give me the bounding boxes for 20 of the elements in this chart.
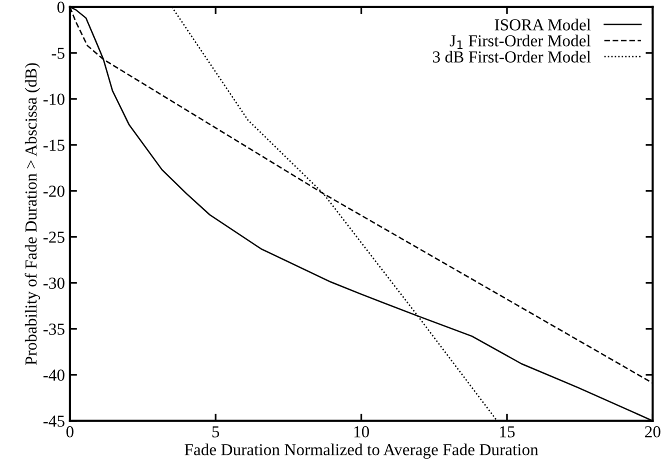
y-tick-label: -40 [43,370,64,381]
x-tick-label: 0 [66,426,74,438]
y-tick-label: -35 [43,324,64,335]
y-axis-title: Probability of Fade Duration > Abscissa (dB) [24,63,40,365]
x-tick-label: 5 [212,426,220,438]
y-tick-label: -10 [43,94,64,105]
y-tick-label: -45 [43,416,64,427]
x-tick-label: 15 [500,426,515,438]
x-tick-label: 10 [354,426,370,438]
legend-label: ISORA Model [494,18,591,30]
legend-label: J$_{1}$ First-Order Model [450,34,591,49]
x-axis-title: Fade Duration Normalized to Average Fade Duration [184,444,538,459]
x-tick-label: 20 [645,426,660,438]
y-tick-label: 0 [57,2,64,13]
legend-label: 3 dB First-Order Model [433,50,591,63]
y-tick-label: -20 [43,186,64,197]
y-tick-label: -15 [43,140,64,151]
y-tick-label: -30 [43,278,64,289]
y-tick-label: -25 [43,232,64,243]
y-tick-label: -5 [52,48,64,59]
